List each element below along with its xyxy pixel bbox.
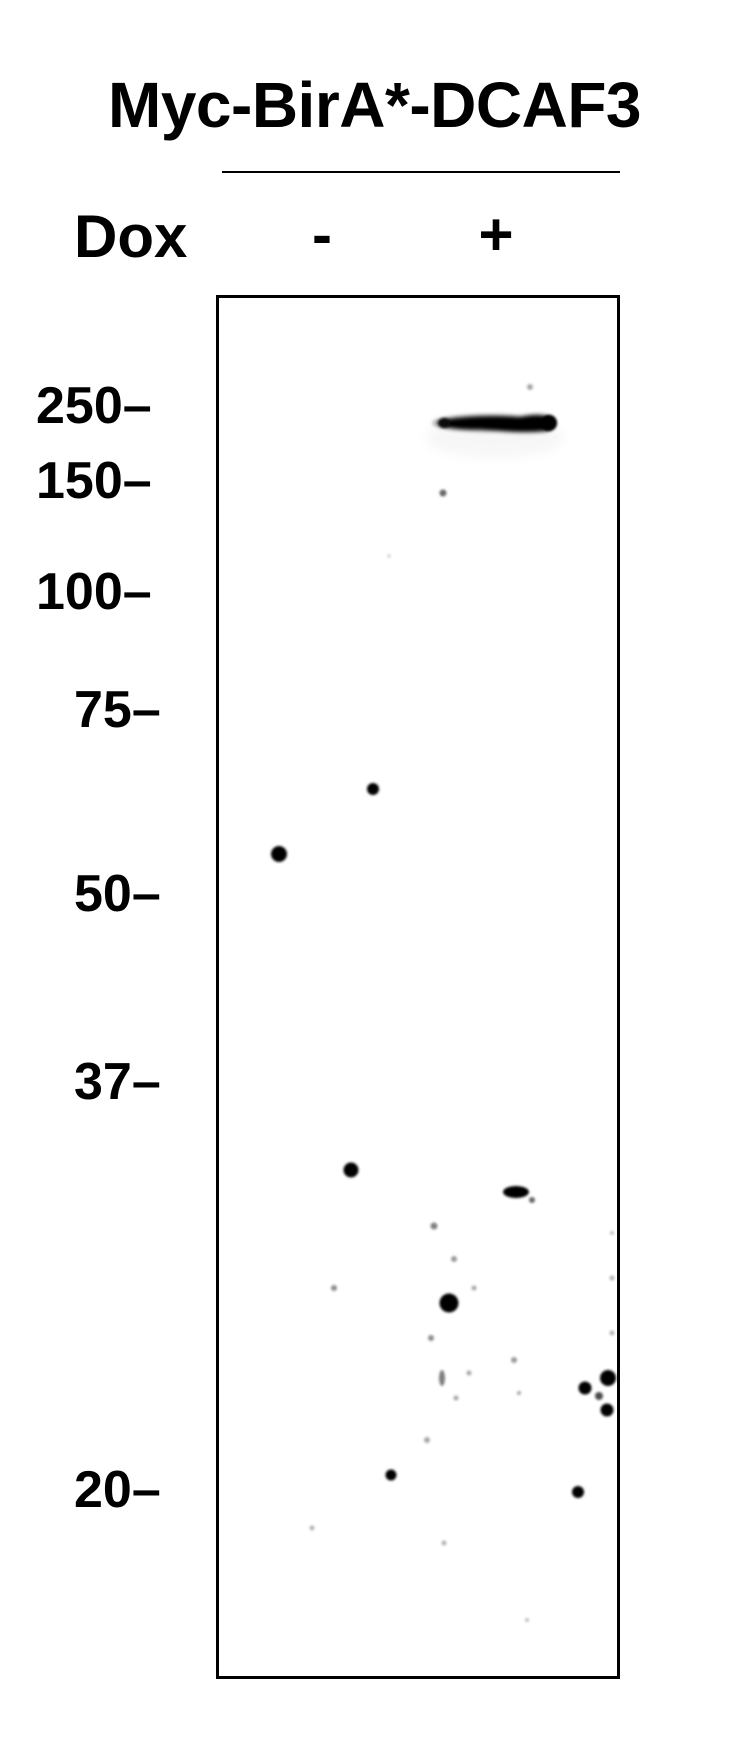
marker-50: 50–	[74, 865, 161, 923]
marker-150: 150–	[36, 452, 152, 510]
treatment-label: Dox	[74, 203, 188, 270]
blot-title: Myc-BirA*-DCAF3	[108, 69, 642, 141]
protein-band	[433, 414, 555, 433]
marker-37: 37–	[74, 1053, 161, 1111]
marker-20: 20–	[74, 1461, 161, 1519]
lane-plus-label: +	[478, 201, 514, 268]
marker-75: 75–	[74, 681, 161, 739]
blot-membrane	[216, 295, 620, 1679]
title-underline	[222, 171, 620, 173]
blot-image	[271, 384, 616, 1622]
background-speckles	[271, 384, 616, 1622]
marker-100: 100–	[36, 563, 152, 621]
lane-minus-label: -	[312, 201, 332, 268]
marker-250: 250–	[36, 377, 152, 435]
